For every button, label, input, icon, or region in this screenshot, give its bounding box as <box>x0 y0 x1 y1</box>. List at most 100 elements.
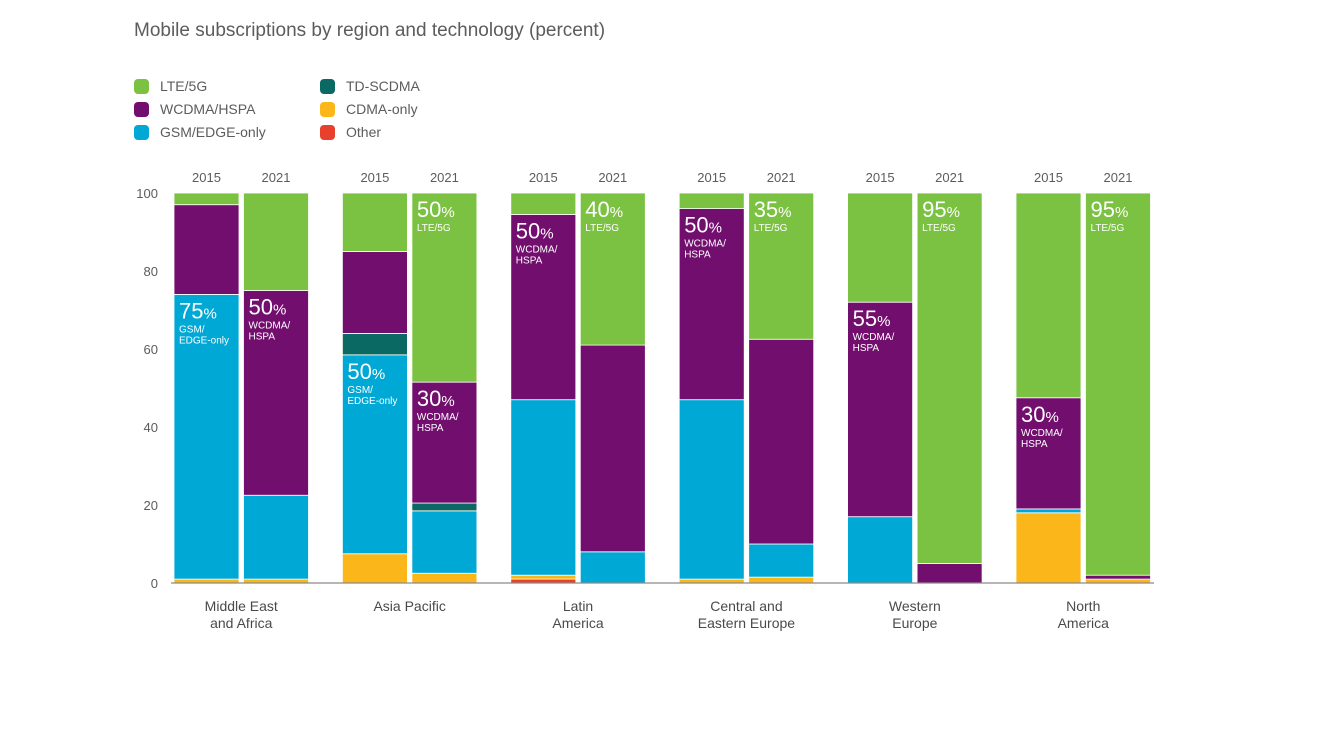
bar-annotation-label-middle-east-and-africa-2015-1: EDGE-only <box>179 335 229 346</box>
y-tick-label-80: 80 <box>144 264 158 279</box>
bar-segment-latin-america-2021-wcdma-hspa <box>579 344 646 553</box>
bar-segment-asia-pacific-2015-td-scdma <box>341 332 408 356</box>
chart-title: Mobile subscriptions by region and techn… <box>134 20 606 41</box>
bar-segment-north-america-2015-gsm-edge-only <box>1015 508 1082 514</box>
legend-label-lte: LTE/5G <box>160 78 208 94</box>
bar-annotation-label-asia-pacific-2021-0: LTE/5G <box>417 223 451 234</box>
bar-segment-asia-pacific-2021-wcdma-hspa <box>411 381 478 504</box>
bar-segment-asia-pacific-2021-gsm-edge-only <box>411 510 478 574</box>
y-tick-label-20: 20 <box>144 498 158 513</box>
bar-segment-middle-east-and-africa-2015-lte-5g <box>173 192 240 206</box>
bar-segment-latin-america-2015-lte-5g <box>510 192 577 215</box>
region-label-latin-america-1: America <box>552 615 604 631</box>
bar-annotation-label-central-and-eastern-europe-2015-0: WCDMA/ <box>684 239 726 250</box>
y-tick-label-100: 100 <box>136 186 158 201</box>
legend-swatch-cdma <box>320 101 335 117</box>
region-label-central-and-eastern-europe-0: Central and <box>710 598 782 614</box>
bar-annotation-label-latin-america-2015-1: HSPA <box>516 255 543 266</box>
year-label-latin-america-2015: 2015 <box>529 170 558 185</box>
bar-annotation-label-latin-america-2021-0: LTE/5G <box>585 223 619 234</box>
bar-annotation-value-asia-pacific-2021-lte-5g: 50% <box>417 197 455 222</box>
year-label-central-and-eastern-europe-2015: 2015 <box>697 170 726 185</box>
bar-annotation-label-middle-east-and-africa-2015-0: GSM/ <box>179 324 205 335</box>
bar-segment-western-europe-2021-wcdma-hspa <box>916 563 983 584</box>
legend-label-other: Other <box>346 124 382 140</box>
legend-swatch-gsm <box>134 124 149 140</box>
bar-annotation-label-north-america-2015-0: WCDMA/ <box>1021 428 1063 439</box>
bar-annotation-value-western-europe-2015-wcdma-hspa: 55% <box>853 306 891 331</box>
bar-segment-north-america-2021-lte-5g <box>1085 192 1151 576</box>
bar-segment-asia-pacific-2021-td-scdma <box>411 502 478 512</box>
region-label-middle-east-and-africa-1: and Africa <box>210 615 272 631</box>
bar-segment-latin-america-2015-cdma-only <box>510 574 577 580</box>
bar-segment-latin-america-2021-gsm-edge-only <box>579 551 646 584</box>
bar-annotation-label-asia-pacific-2021-1: HSPA <box>417 423 444 434</box>
bar-annotation-label-western-europe-2015-0: WCDMA/ <box>853 332 895 343</box>
bar-segment-north-america-2015-cdma-only <box>1015 512 1082 584</box>
year-label-north-america-2021: 2021 <box>1104 170 1133 185</box>
bar-segment-asia-pacific-2015-lte-5g <box>341 192 408 252</box>
region-label-north-america-0: North <box>1066 598 1100 614</box>
y-tick-label-40: 40 <box>144 420 158 435</box>
bar-segment-middle-east-and-africa-2021-gsm-edge-only <box>243 494 309 580</box>
bar-annotation-value-north-america-2021-lte-5g: 95% <box>1091 197 1129 222</box>
bar-annotation-label-latin-america-2015-0: WCDMA/ <box>516 244 558 255</box>
bar-annotation-label-asia-pacific-2015-1: EDGE-only <box>347 396 397 407</box>
bar-annotation-value-western-europe-2021-lte-5g: 95% <box>922 197 960 222</box>
region-label-western-europe-0: Western <box>889 598 941 614</box>
bar-segment-central-and-eastern-europe-2015-lte-5g <box>678 192 745 210</box>
region-label-asia-pacific-0: Asia Pacific <box>373 598 445 614</box>
region-label-north-america-1: America <box>1058 615 1110 631</box>
bar-annotation-value-latin-america-2015-wcdma-hspa: 50% <box>516 218 554 243</box>
legend-item-cdma: CDMA-only <box>320 99 418 119</box>
legend-item-gsm: GSM/EDGE-only <box>134 122 266 142</box>
bar-annotation-value-north-america-2015-wcdma-hspa: 30% <box>1021 402 1059 427</box>
bar-annotation-label-asia-pacific-2021-0: WCDMA/ <box>417 412 459 423</box>
region-label-middle-east-and-africa-0: Middle East <box>205 598 278 614</box>
year-label-latin-america-2021: 2021 <box>598 170 627 185</box>
bar-segment-central-and-eastern-europe-2021-wcdma-hspa <box>748 338 815 545</box>
region-label-latin-america-0: Latin <box>563 598 593 614</box>
bar-segment-central-and-eastern-europe-2021-lte-5g <box>748 192 815 340</box>
bar-segment-central-and-eastern-europe-2021-cdma-only <box>748 576 815 584</box>
bar-annotation-label-north-america-2015-1: HSPA <box>1021 439 1048 450</box>
bar-segment-asia-pacific-2021-cdma-only <box>411 572 478 584</box>
bar-annotation-value-middle-east-and-africa-2015-gsm-edge-only: 75% <box>179 298 217 323</box>
bar-segment-middle-east-and-africa-2021-lte-5g <box>243 192 309 291</box>
year-label-central-and-eastern-europe-2021: 2021 <box>767 170 796 185</box>
year-label-asia-pacific-2021: 2021 <box>430 170 459 185</box>
legend-item-other: Other <box>320 122 381 142</box>
bar-segment-north-america-2021-wcdma-hspa <box>1085 574 1151 580</box>
bar-segment-asia-pacific-2015-wcdma-hspa <box>341 251 408 334</box>
bar-segment-north-america-2015-wcdma-hspa <box>1015 397 1082 510</box>
year-label-asia-pacific-2015: 2015 <box>360 170 389 185</box>
legend-item-tdscdma: TD-SCDMA <box>320 76 420 96</box>
region-label-western-europe-1: Europe <box>892 615 937 631</box>
bar-segment-central-and-eastern-europe-2021-gsm-edge-only <box>748 543 815 578</box>
legend-label-tdscdma: TD-SCDMA <box>346 78 420 94</box>
legend-swatch-lte <box>134 78 149 94</box>
legend-item-wcdma: WCDMA/HSPA <box>134 99 255 119</box>
legend-label-cdma: CDMA-only <box>346 101 418 117</box>
bar-segment-latin-america-2015-wcdma-hspa <box>510 214 577 401</box>
region-label-central-and-eastern-europe-1: Eastern Europe <box>698 615 795 631</box>
legend-label-gsm: GSM/EDGE-only <box>160 124 266 140</box>
legend-swatch-wcdma <box>134 101 149 117</box>
y-tick-label-60: 60 <box>144 342 158 357</box>
bar-segment-latin-america-2015-gsm-edge-only <box>510 399 577 576</box>
bar-annotation-label-middle-east-and-africa-2021-0: WCDMA/ <box>249 321 291 332</box>
bar-annotation-label-western-europe-2021-0: LTE/5G <box>922 223 956 234</box>
legend-item-lte: LTE/5G <box>134 76 207 96</box>
bar-annotation-value-asia-pacific-2015-gsm-edge-only: 50% <box>347 359 385 384</box>
bar-segment-western-europe-2015-lte-5g <box>847 192 913 303</box>
bar-segment-central-and-eastern-europe-2015-gsm-edge-only <box>678 399 745 580</box>
year-label-western-europe-2021: 2021 <box>935 170 964 185</box>
legend-label-wcdma: WCDMA/HSPA <box>160 101 256 117</box>
bar-annotation-label-asia-pacific-2015-0: GSM/ <box>347 385 373 396</box>
bar-segment-middle-east-and-africa-2015-wcdma-hspa <box>173 204 240 295</box>
bar-annotation-value-central-and-eastern-europe-2015-wcdma-hspa: 50% <box>684 213 722 238</box>
legend-swatch-tdscdma <box>320 78 335 94</box>
bar-segment-central-and-eastern-europe-2015-wcdma-hspa <box>678 208 745 401</box>
bar-segment-middle-east-and-africa-2015-gsm-edge-only <box>173 293 240 580</box>
